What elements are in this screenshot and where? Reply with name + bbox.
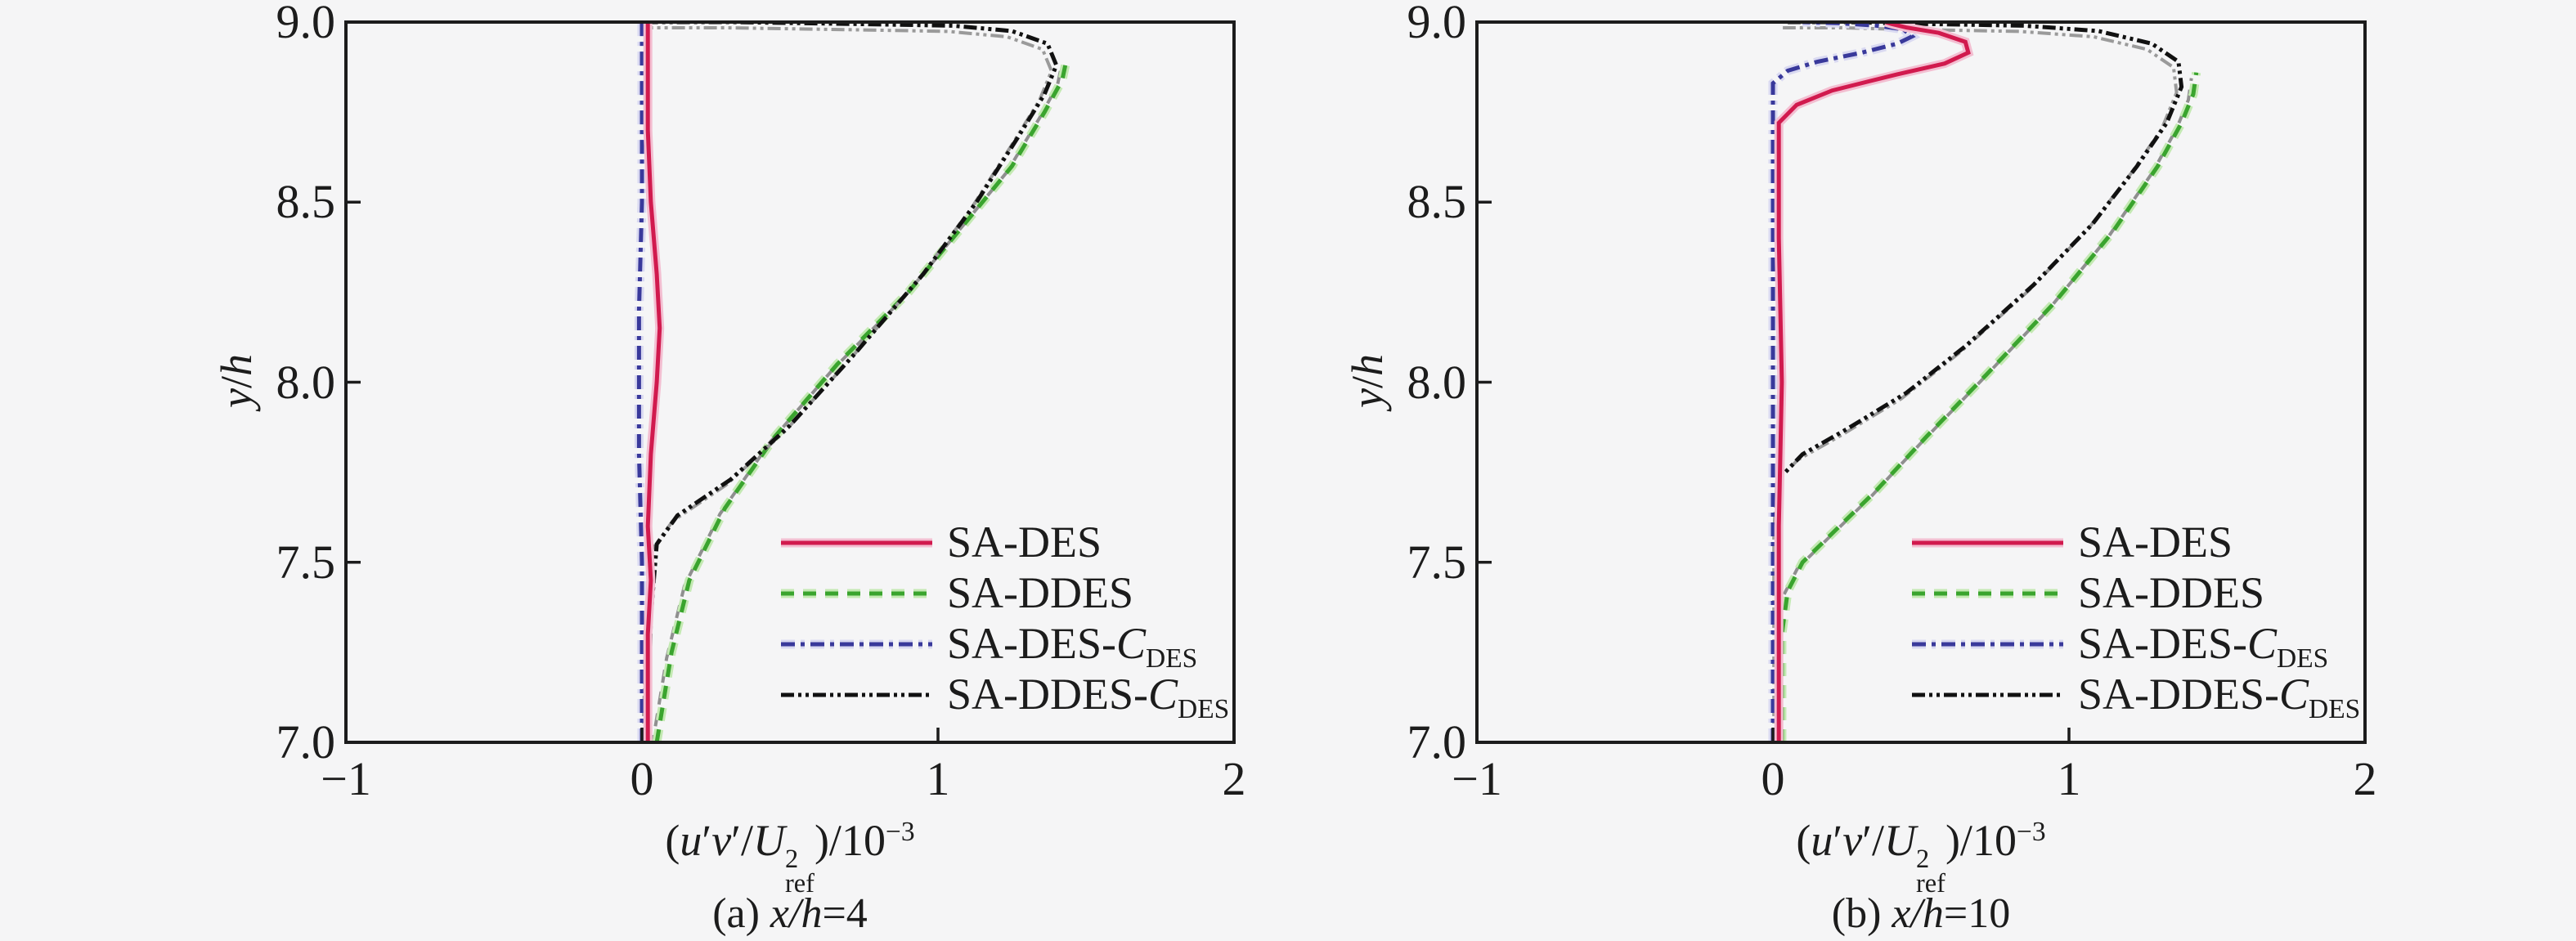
legend-label-SA-DES: SA-DES	[947, 518, 1102, 567]
y-axis-label-a: y/h	[212, 353, 261, 408]
x-tick-label: −1	[321, 752, 371, 805]
legend-label-SA-DDES: SA-DDES	[947, 568, 1134, 617]
y-tick-label: 8.5	[1407, 175, 1467, 229]
y-tick-label: 7.0	[276, 715, 336, 768]
plot-b-border	[1475, 20, 2367, 744]
y-tick-label: 7.5	[1407, 535, 1467, 589]
curve-SA-DES-a	[645, 22, 662, 742]
x-tick-label: 0	[1761, 752, 1785, 805]
legend-label-SA-DDES-CDES: SA-DDES-CDES	[2078, 670, 2361, 724]
x-tick-label: 1	[926, 752, 950, 805]
curve-SA-DES-CDES-halo-b	[1768, 20, 1921, 742]
y-tick-label: 7.5	[276, 535, 336, 589]
y-tick-label: 8.0	[1407, 355, 1467, 409]
plot-a-curves	[634, 20, 1070, 744]
plot-b-curves	[1768, 20, 2201, 744]
curve-SA-DDES-CDES-a	[645, 20, 1059, 743]
curve-SA-DDES-a	[654, 65, 1068, 743]
curve-SA-DES-b	[1776, 20, 1971, 742]
caption-b: (b) x/h=10	[1831, 890, 2011, 937]
curve-SA-DES-CDES-a	[636, 22, 644, 742]
x-tick-label: 0	[630, 752, 654, 805]
plot-a-border	[344, 20, 1236, 744]
legend-label-SA-DES-CDES: SA-DES-CDES	[2078, 619, 2329, 674]
curve-SA-DES-halo-b	[1774, 20, 1974, 742]
y-axis-label-b: y/h	[1343, 353, 1392, 408]
x-axis-label-b: (u′v′/U 2 ref)/10−3	[1796, 816, 2046, 899]
y-tick-label: 7.0	[1407, 715, 1467, 768]
curve-SA-DDES-CDES-shadow-b	[1772, 26, 2179, 744]
legend-label-SA-DDES: SA-DDES	[2078, 568, 2265, 617]
y-tick-label: 8.5	[276, 175, 336, 229]
legend-label-SA-DES-CDES: SA-DES-CDES	[947, 619, 1198, 674]
y-tick-label: 9.0	[276, 0, 336, 48]
curve-SA-DDES-CDES-b	[1776, 20, 2184, 742]
curve-SA-DDES-CDES-shadow-a	[641, 26, 1053, 744]
x-axis-label-a: (u′v′/U 2 ref)/10−3	[665, 816, 915, 899]
legend-label-SA-DES: SA-DES	[2078, 518, 2233, 567]
y-tick-label: 8.0	[276, 355, 336, 409]
curve-SA-DES-CDES-b	[1770, 20, 1916, 742]
x-tick-label: 1	[2057, 752, 2081, 805]
y-tick-label: 9.0	[1407, 0, 1467, 48]
caption-a: (a) x/h=4	[712, 890, 868, 937]
curve-SA-DDES-b	[1779, 72, 2199, 742]
x-tick-label: 2	[2353, 752, 2377, 805]
legend-label-SA-DDES-CDES: SA-DDES-CDES	[947, 670, 1230, 724]
x-tick-label: 2	[1222, 752, 1246, 805]
x-tick-label: −1	[1452, 752, 1502, 805]
